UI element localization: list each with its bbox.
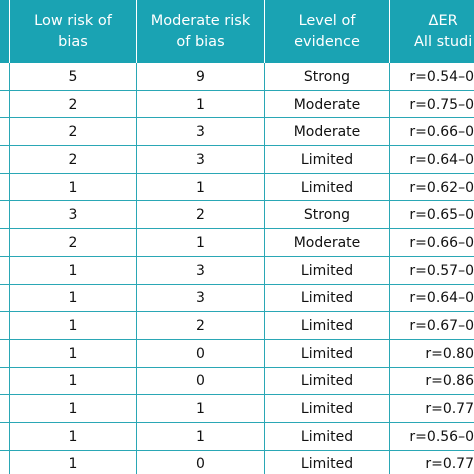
cell-level-of-evidence: Limited (300, 428, 354, 445)
cell-delta-er: r=0.75–0 (409, 96, 474, 113)
header-level-line2: evidence (294, 33, 360, 50)
cell-low-risk: 1 (68, 318, 78, 335)
cell-delta-er: r=0.77 (425, 456, 474, 473)
cell-moderate-risk: 1 (196, 428, 205, 445)
cell-delta-er: r=0.77 (425, 401, 474, 418)
header-er-line1: ΔER (428, 12, 458, 29)
header-low-risk-line2: bias (58, 33, 88, 50)
cell-moderate-risk: 2 (196, 318, 205, 335)
cell-low-risk: 1 (68, 428, 78, 445)
cell-delta-er: r=0.56–0 (409, 428, 474, 445)
cell-level-of-evidence: Moderate (293, 234, 361, 251)
header-level-line1: Level of (298, 12, 356, 29)
column-divider (136, 63, 137, 474)
table-row: 1 1 Limited r=0.77 (0, 395, 474, 423)
cell-low-risk: 1 (68, 345, 78, 362)
cell-delta-er: r=0.65–0 (409, 207, 474, 224)
cell-moderate-risk: 3 (196, 124, 205, 141)
header-low-risk-line1: Low risk of (34, 12, 112, 29)
column-divider (264, 63, 265, 474)
cell-level-of-evidence: Limited (300, 262, 354, 279)
cell-delta-er: r=0.57–0 (409, 262, 474, 279)
cell-low-risk: 2 (68, 96, 78, 113)
table-row: 1 0 Limited r=0.77 (0, 451, 474, 474)
header-moderate-risk-line1: Moderate risk (150, 12, 251, 29)
cell-delta-er: r=0.86 (425, 373, 474, 390)
cell-level-of-evidence: Limited (300, 179, 354, 196)
cell-low-risk: 2 (68, 124, 78, 141)
cell-level-of-evidence: Limited (300, 456, 354, 473)
cell-moderate-risk: 1 (196, 234, 205, 251)
cell-moderate-risk: 3 (196, 290, 205, 307)
header-divider (136, 0, 137, 63)
cell-low-risk: 5 (68, 68, 78, 85)
cell-delta-er: r=0.66–0 (409, 234, 474, 251)
table-header: Low risk of bias Moderate risk of bias L… (0, 0, 474, 63)
table-row: 2 1 Moderate r=0.66–0 (0, 229, 474, 257)
cell-moderate-risk: 2 (196, 207, 205, 224)
table-row: 1 1 Limited r=0.56–0 (0, 423, 474, 451)
header-delta-er: ΔER All studi (390, 0, 474, 63)
cell-low-risk: 1 (68, 456, 78, 473)
table-row: 2 1 Moderate r=0.75–0 (0, 91, 474, 119)
table-row: 1 0 Limited r=0.80 (0, 340, 474, 368)
cell-low-risk: 1 (68, 373, 78, 390)
cell-moderate-risk: 3 (196, 151, 205, 168)
header-low-risk: Low risk of bias (10, 0, 136, 63)
cell-level-of-evidence: Strong (303, 207, 351, 224)
column-divider (389, 63, 390, 474)
cell-delta-er: r=0.67–0 (409, 318, 474, 335)
cell-level-of-evidence: Limited (300, 151, 354, 168)
table-row: 3 2 Strong r=0.65–0 (0, 201, 474, 230)
cell-moderate-risk: 9 (196, 68, 205, 85)
cell-level-of-evidence: Limited (300, 290, 354, 307)
cell-low-risk: 1 (68, 179, 78, 196)
cell-moderate-risk: 0 (196, 373, 205, 390)
header-level-of-evidence: Level of evidence (265, 0, 389, 63)
cell-delta-er: r=0.54–0 (409, 68, 474, 85)
cell-level-of-evidence: Limited (300, 401, 354, 418)
column-divider (9, 63, 10, 474)
cell-low-risk: 3 (68, 207, 78, 224)
table-row: 1 0 Limited r=0.86 (0, 368, 474, 396)
table-row: 1 1 Limited r=0.62–0 (0, 174, 474, 202)
header-divider (9, 0, 10, 63)
cell-moderate-risk: 1 (196, 96, 205, 113)
cell-level-of-evidence: Moderate (293, 96, 361, 113)
cell-moderate-risk: 0 (196, 345, 205, 362)
header-moderate-risk: Moderate risk of bias (137, 0, 264, 63)
cell-moderate-risk: 1 (196, 401, 205, 418)
table-row: 5 9 Strong r=0.54–0 (0, 63, 474, 91)
cell-delta-er: r=0.64–0 (409, 151, 474, 168)
cell-level-of-evidence: Limited (300, 318, 354, 335)
cell-delta-er: r=0.66–0 (409, 124, 474, 141)
cell-delta-er: r=0.62–0 (409, 179, 474, 196)
cell-level-of-evidence: Strong (303, 68, 351, 85)
cell-low-risk: 1 (68, 290, 78, 307)
cell-moderate-risk: 1 (196, 179, 205, 196)
table-row: 2 3 Moderate r=0.66–0 (0, 118, 474, 147)
header-divider (389, 0, 390, 63)
cell-delta-er: r=0.80 (425, 345, 474, 362)
cell-moderate-risk: 0 (196, 456, 205, 473)
table-row: 1 3 Limited r=0.57–0 (0, 257, 474, 285)
cell-level-of-evidence: Limited (300, 345, 354, 362)
cell-low-risk: 2 (68, 234, 78, 251)
cell-level-of-evidence: Moderate (293, 124, 361, 141)
cell-low-risk: 1 (68, 262, 78, 279)
table-row: 2 3 Limited r=0.64–0 (0, 146, 474, 174)
table-body: 5 9 Strong r=0.54–0 2 1 Moderate r=0.75–0 2 3 Mode… (0, 63, 474, 474)
header-er-line2: All studi (414, 33, 473, 50)
cell-low-risk: 2 (68, 151, 78, 168)
table-row: 1 2 Limited r=0.67–0 (0, 312, 474, 340)
header-moderate-risk-line2: of bias (176, 33, 225, 50)
header-divider (264, 0, 265, 63)
cell-level-of-evidence: Limited (300, 373, 354, 390)
cell-moderate-risk: 3 (196, 262, 205, 279)
cell-low-risk: 1 (68, 401, 78, 418)
table-row: 1 3 Limited r=0.64–0 (0, 285, 474, 313)
cell-delta-er: r=0.64–0 (409, 290, 474, 307)
